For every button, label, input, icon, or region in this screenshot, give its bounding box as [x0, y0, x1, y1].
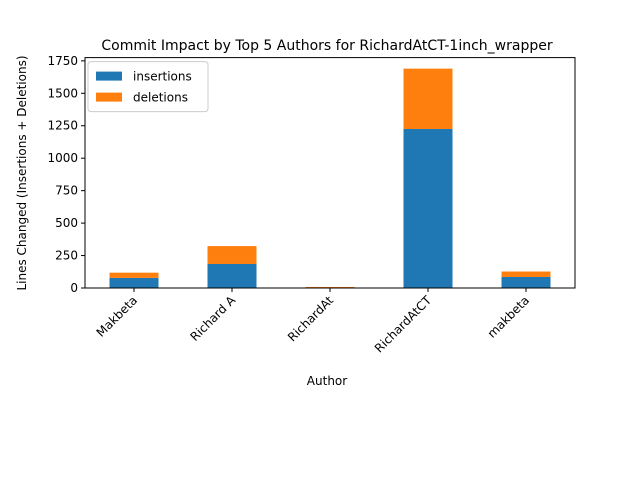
bar-deletions-3 [403, 68, 453, 129]
y-tick-label-3: 750 [55, 184, 78, 198]
y-tick-label-4: 1000 [47, 151, 78, 165]
y-tick-label-2: 500 [55, 216, 78, 230]
bar-deletions-1 [207, 246, 257, 264]
x-axis-label: Author [307, 374, 347, 388]
y-tick-label-1: 250 [55, 249, 78, 263]
y-axis-label: Lines Changed (Insertions + Deletions) [15, 55, 29, 290]
bar-insertions-3 [403, 128, 453, 288]
legend-swatch-insertions [96, 71, 122, 81]
bar-deletions-2 [305, 286, 355, 288]
legend: insertions deletions [87, 61, 209, 113]
bars-group [109, 68, 551, 288]
legend-swatch-deletions [96, 92, 122, 102]
bar-deletions-0 [109, 272, 159, 278]
bar-deletions-4 [501, 271, 551, 277]
legend-label-insertions: insertions [133, 70, 192, 84]
legend-label-deletions: deletions [133, 91, 188, 105]
y-tick-label-0: 0 [70, 281, 78, 295]
y-tick-label-5: 1250 [47, 119, 78, 133]
bar-insertions-1 [207, 263, 257, 288]
y-tick-label-6: 1500 [47, 86, 78, 100]
bar-insertions-0 [109, 277, 159, 288]
chart-title: Commit Impact by Top 5 Authors for Richa… [101, 38, 552, 54]
bar-insertions-4 [501, 276, 551, 288]
y-tick-label-7: 1750 [47, 54, 78, 68]
y-axis: 0 250 500 750 1000 1250 1500 1750 [47, 54, 85, 295]
plot-frame [84, 57, 576, 289]
